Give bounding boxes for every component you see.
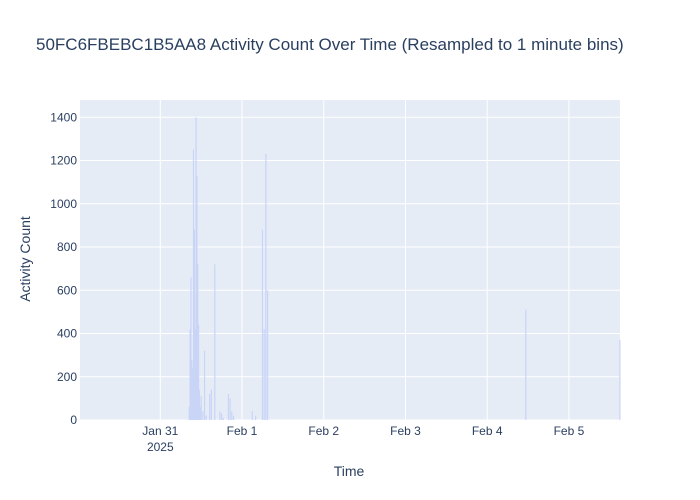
bar bbox=[227, 394, 230, 420]
bar bbox=[189, 329, 191, 420]
x-tick-label: Feb 2 bbox=[308, 424, 339, 438]
bars bbox=[188, 117, 621, 420]
x-tick-label: Feb 4 bbox=[472, 424, 503, 438]
bar bbox=[266, 290, 269, 420]
bar bbox=[219, 411, 221, 420]
bar bbox=[220, 413, 223, 420]
y-tick-label: 200 bbox=[57, 370, 77, 384]
bar bbox=[199, 407, 201, 420]
y-tick-label: 600 bbox=[57, 283, 77, 297]
bar bbox=[251, 411, 253, 420]
bar bbox=[231, 411, 233, 420]
y-tick-label: 400 bbox=[57, 327, 77, 341]
x-axis-ticks: Jan 31 2025 Feb 1 Feb 2 Feb 3 Feb 4 Feb 5 bbox=[142, 424, 584, 454]
bar bbox=[255, 415, 257, 420]
bar bbox=[203, 350, 206, 420]
bar bbox=[194, 329, 196, 420]
bar bbox=[619, 340, 621, 420]
chart-title: 50FC6FBEBC1B5AA8 Activity Count Over Tim… bbox=[36, 35, 624, 54]
bar bbox=[265, 154, 267, 420]
x-tick-label: Feb 3 bbox=[390, 424, 421, 438]
x-tick-label: Feb 5 bbox=[554, 424, 585, 438]
bar bbox=[200, 396, 202, 420]
bar bbox=[198, 389, 201, 420]
bar bbox=[192, 368, 194, 420]
x-axis-title: Time bbox=[334, 463, 365, 479]
plot-area bbox=[80, 100, 620, 420]
bar bbox=[191, 359, 193, 420]
bar bbox=[229, 398, 231, 420]
bar bbox=[202, 411, 204, 420]
bar bbox=[214, 264, 216, 420]
y-tick-label: 1000 bbox=[50, 197, 77, 211]
bar bbox=[263, 329, 265, 420]
bar bbox=[188, 407, 190, 420]
x-tick-label: Feb 1 bbox=[227, 424, 258, 438]
bar bbox=[261, 229, 264, 420]
bar bbox=[190, 277, 192, 420]
bar bbox=[209, 394, 211, 420]
bar bbox=[198, 324, 200, 420]
bar bbox=[232, 415, 235, 420]
y-tick-label: 1400 bbox=[50, 110, 77, 124]
y-axis-title: Activity Count bbox=[17, 216, 33, 302]
bar bbox=[197, 264, 199, 420]
y-axis-ticks: 0 200 400 600 800 1000 1200 1400 bbox=[50, 110, 77, 427]
grid-lines bbox=[80, 100, 620, 421]
bar bbox=[193, 229, 195, 420]
bar bbox=[210, 389, 212, 420]
bar bbox=[195, 117, 197, 420]
y-tick-label: 0 bbox=[70, 413, 77, 427]
bar bbox=[192, 149, 195, 420]
y-tick-label: 800 bbox=[57, 240, 77, 254]
bar bbox=[196, 175, 198, 420]
x-tick-label: Jan 31 2025 bbox=[142, 424, 178, 454]
bar bbox=[525, 309, 527, 420]
y-tick-label: 1200 bbox=[50, 154, 77, 168]
bar bbox=[222, 417, 224, 420]
bar bbox=[205, 415, 207, 420]
